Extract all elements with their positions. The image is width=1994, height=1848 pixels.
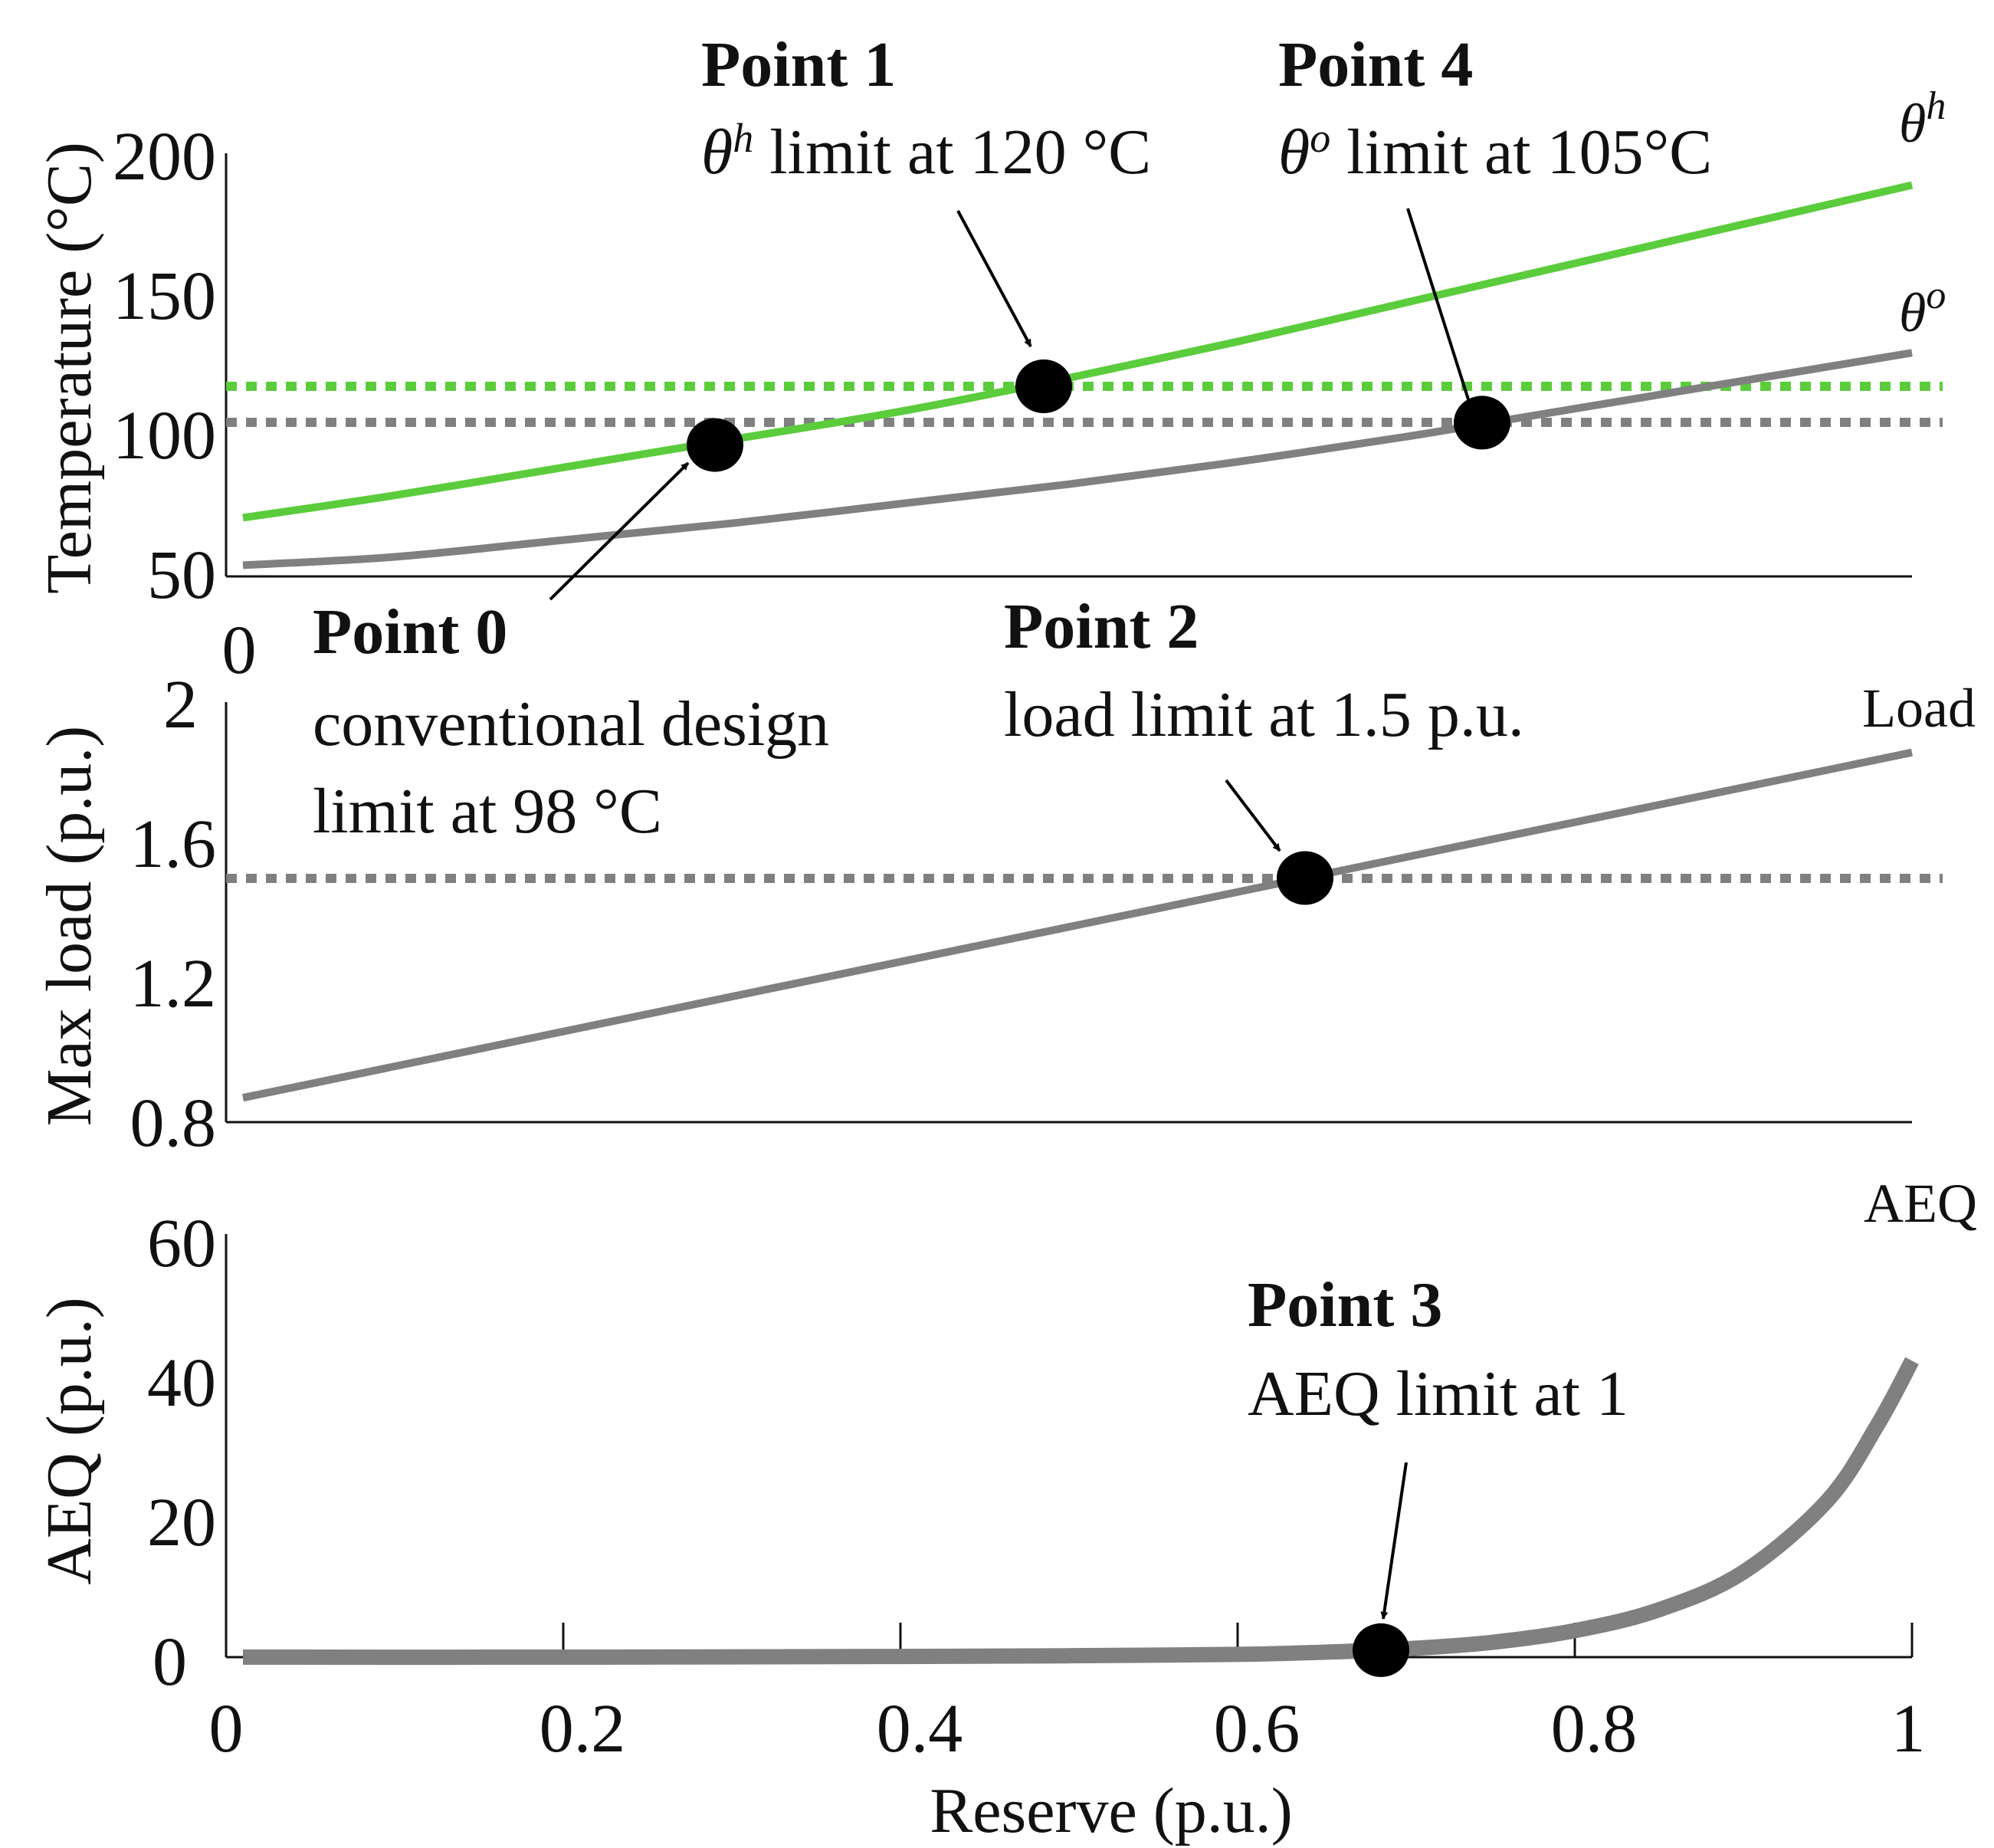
- aeq-xtick-0-8: 0.8: [1551, 1691, 1638, 1767]
- point-1-text: θh limit at 120 °C: [701, 115, 1151, 188]
- point-4-text: θo limit at 105°C: [1278, 115, 1712, 188]
- aeq-xtick-1: 1: [1891, 1691, 1926, 1767]
- aeq-ytick-0: 0: [153, 1624, 187, 1700]
- annotation-point-3: Point 3 AEQ limit at 1: [1248, 1269, 1628, 1620]
- temperature-ytick-100: 100: [113, 398, 216, 474]
- point-0-title: Point 0: [313, 596, 507, 668]
- aeq-ytick-60: 60: [147, 1206, 216, 1282]
- point-0-line1: conventional design: [313, 688, 829, 760]
- aeq-ytick-20: 20: [147, 1485, 216, 1561]
- point-1-arrow: [956, 210, 1032, 347]
- aeq-panel: 0 20 40 60 0 0.2 0.4 0.6 0.8 1 AEQ (p.u.…: [34, 1173, 1977, 1846]
- temperature-ytick-50: 50: [147, 537, 216, 613]
- aeq-series-line: [242, 1357, 1919, 1666]
- point-2-title: Point 2: [1004, 591, 1199, 662]
- point-0-arrow: [549, 461, 690, 601]
- aeq-ylabel: AEQ (p.u.): [34, 1297, 105, 1585]
- aeq-series-label: AEQ: [1864, 1173, 1977, 1234]
- annotation-point-2: Point 2 load limit at 1.5 p.u.: [1004, 591, 1524, 852]
- max-load-ylabel: Max load (p.u.): [34, 726, 105, 1127]
- aeq-ytick-40: 40: [147, 1345, 216, 1421]
- max-load-panel: 0.8 1.2 1.6 2 Max load (p.u.) Load: [34, 667, 1976, 1161]
- annotation-point-0: Point 0 conventional design limit at 98 …: [313, 461, 829, 847]
- annotation-point-1: Point 1 θh limit at 120 °C: [701, 29, 1151, 347]
- temperature-xtick-0: 0: [222, 612, 257, 688]
- temperature-panel: 50 100 150 200 0 Temperature (°C) θh θo: [34, 84, 1946, 688]
- point-4-title: Point 4: [1278, 29, 1473, 100]
- point-4-marker: [1454, 396, 1510, 450]
- load-series-label: Load: [1862, 678, 1976, 739]
- max-load-ytick-1-6: 1.6: [130, 806, 217, 882]
- temperature-ytick-150: 150: [113, 258, 216, 334]
- point-1-title: Point 1: [701, 29, 896, 100]
- load-series-line: [241, 748, 1914, 1102]
- theta-h-series-label: θh: [1899, 84, 1946, 154]
- annotation-point-4: Point 4 θo limit at 105°C: [1278, 29, 1712, 415]
- point-3-arrow: [1380, 1462, 1408, 1620]
- temperature-ylabel: Temperature (°C): [34, 142, 105, 594]
- point-2-marker: [1277, 851, 1333, 905]
- theta-o-series-line: [242, 349, 1913, 569]
- aeq-xtick-0-4: 0.4: [877, 1691, 963, 1767]
- max-load-ytick-0-8: 0.8: [130, 1085, 217, 1161]
- theta-o-series-label: θo: [1899, 274, 1946, 343]
- aeq-xtick-0-6: 0.6: [1214, 1691, 1300, 1767]
- temperature-ytick-200: 200: [113, 119, 216, 195]
- point-1-marker: [1015, 359, 1072, 413]
- point-2-arrow: [1225, 779, 1281, 852]
- x-axis-label: Reserve (p.u.): [930, 1775, 1292, 1846]
- point-3-title: Point 3: [1248, 1269, 1442, 1341]
- point-4-arrow: [1406, 208, 1475, 415]
- point-3-marker: [1353, 1623, 1409, 1677]
- point-0-marker: [687, 418, 743, 472]
- point-3-text: AEQ limit at 1: [1248, 1358, 1628, 1429]
- aeq-xtick-0-2: 0.2: [539, 1691, 626, 1767]
- theta-h-series-line: [242, 181, 1914, 522]
- point-0-line2: limit at 98 °C: [313, 776, 662, 847]
- aeq-xtick-0: 0: [209, 1691, 244, 1767]
- max-load-ytick-1-2: 1.2: [130, 946, 217, 1022]
- max-load-ytick-2: 2: [163, 667, 198, 743]
- point-2-text: load limit at 1.5 p.u.: [1004, 679, 1524, 750]
